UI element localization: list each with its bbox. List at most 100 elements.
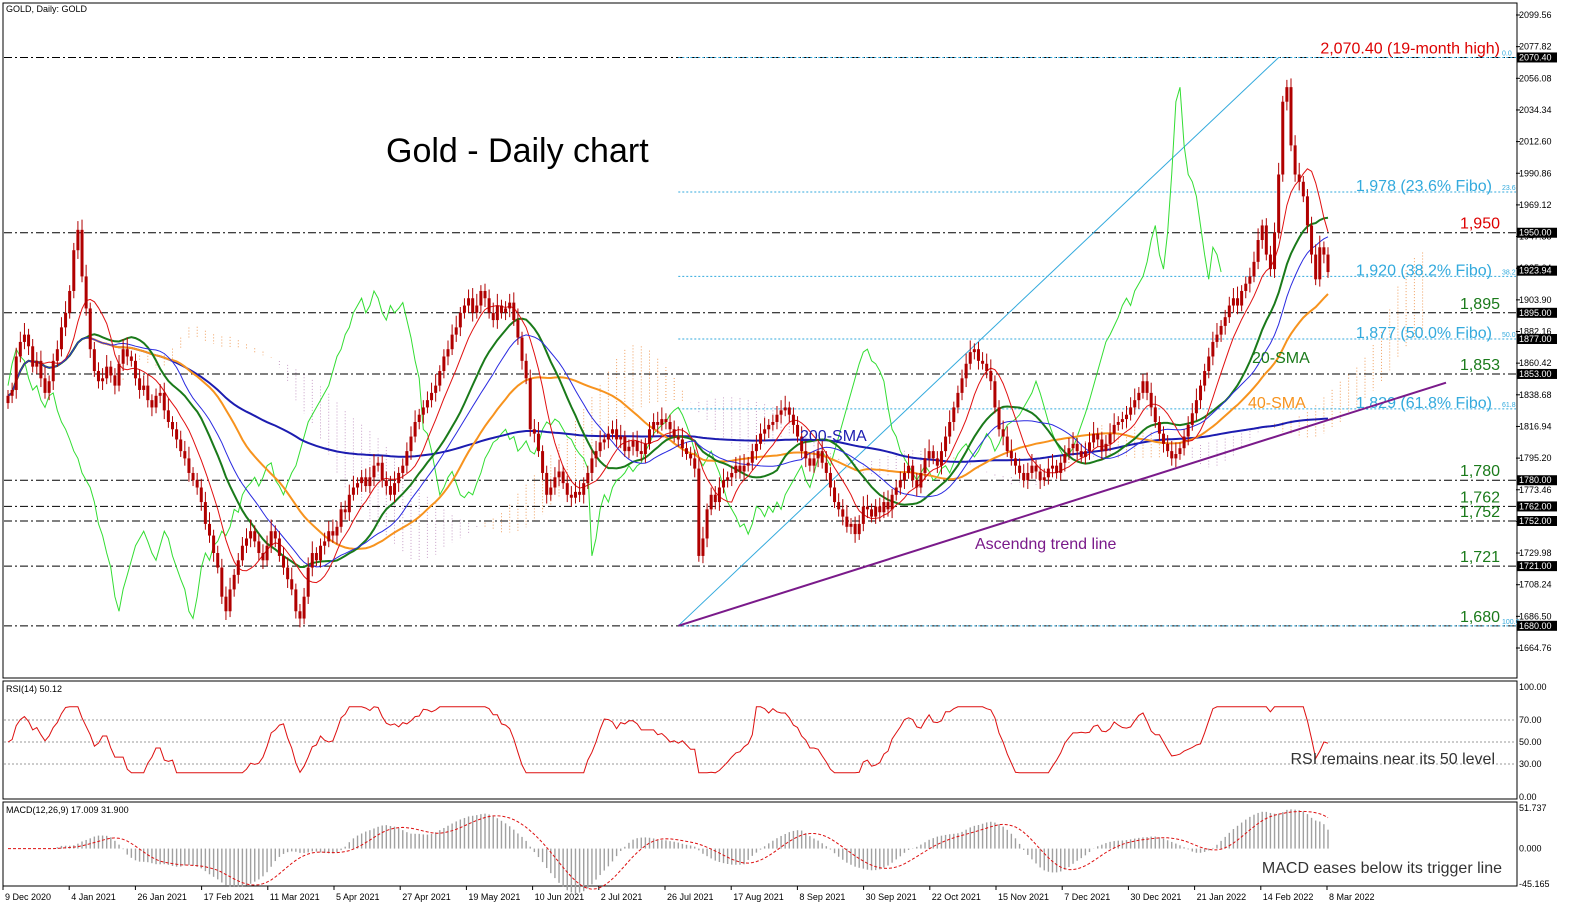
candle-body [331,531,335,536]
candle-body [689,454,693,459]
candle-body [796,424,800,437]
candle-body [923,458,927,473]
price-marker-label: 1680.00 [1519,621,1552,631]
candle-body [1133,400,1137,408]
candle-body [1256,240,1260,262]
candle-body [1092,433,1096,443]
candle-body [380,462,384,481]
candle-body [240,545,244,561]
fibo-label: 1,877 (50.0% Fibo) [1356,325,1492,342]
candle-body [717,487,721,503]
candle-body [1289,87,1293,146]
fibo-ratio: 0.0 [1502,50,1512,57]
candle-body [997,407,1001,430]
candle-body [578,491,582,495]
candle-body [1223,317,1227,326]
candle-body [549,487,553,495]
price-marker-label: 1752.00 [1519,516,1552,526]
candle-body [351,487,355,495]
candle-body [405,451,409,466]
candle-body [14,356,18,390]
candle-body [269,531,273,546]
candle-body [619,436,623,440]
price-marker [1517,307,1557,318]
candle-body [1186,424,1190,437]
date-label: 10 Jun 2021 [535,892,585,902]
candle-body [828,472,832,488]
candle-body [1079,451,1083,457]
candle-body [606,433,610,440]
candle-body [738,465,742,472]
candle-body [853,523,857,535]
candle-body [376,462,380,466]
macd-tick-label: -45.165 [1519,879,1550,889]
candle-body [475,305,479,313]
candle-body [660,419,664,425]
candle-body [754,443,758,452]
candle-body [808,458,812,466]
candle-body [759,433,763,444]
candle-body [1166,443,1170,452]
candle-body [1055,465,1059,473]
candle-body [812,458,816,466]
candle-body [1129,407,1133,415]
date-label: 30 Dec 2021 [1130,892,1181,902]
candle-body [553,477,557,488]
candle-body [1231,298,1235,306]
rsi-header: RSI(14) 50.12 [6,684,62,694]
date-label: 26 Jul 2021 [667,892,714,902]
candle-body [121,349,125,364]
tenkan-line [7,168,1329,584]
candle-body [446,349,450,357]
candle-body [800,436,804,452]
candle-body [216,553,220,568]
candle-body [693,458,697,469]
price-marker-label: 1950.00 [1519,228,1552,238]
candle-body [779,410,783,415]
candle-body [6,395,10,404]
candle-body [68,290,72,313]
candle-body [911,465,915,481]
candle-body [203,502,207,524]
candle-body [1174,454,1178,459]
candle-body [154,395,158,408]
price-tick-label: 1969.12 [1519,200,1552,210]
candle-body [1145,381,1149,393]
candle-body [656,421,660,425]
candle-body [31,346,35,367]
price-marker [1517,475,1557,486]
candle-body [495,305,499,321]
price-axis: 2099.56 2077.82 2056.08 2034.34 2012.60 1990.… [1516,10,1557,653]
chart-title: Gold - Daily chart [386,132,649,170]
candle-body [783,407,787,411]
candle-body [306,567,310,597]
fibo-label: 1,920 (38.2% Fibo) [1356,262,1492,279]
macd-panel-frame [2,801,1518,887]
candle-body [51,360,55,382]
candle-body [364,477,368,487]
indicator-lines [7,87,1329,620]
candle-body [1141,381,1145,393]
candle-body [1162,433,1166,444]
candle-body [277,538,281,556]
candle-body [989,371,993,382]
candle-body [524,360,528,379]
candle-body [1022,472,1026,481]
candle-body [1018,465,1022,473]
candle-body [1211,341,1215,357]
level-label: 1,853 [1460,357,1500,374]
candle-body [286,567,290,580]
candle-body [393,483,397,495]
candle-body [282,555,286,568]
macd-annotation: MACD eases below its trigger line [1262,860,1502,877]
candle-body [1178,448,1182,455]
price-marker-label: 1923.94 [1519,266,1552,276]
candle-body [1182,436,1186,449]
candle-body [1190,413,1194,425]
candle-body [1194,400,1198,414]
candle-body [1277,174,1281,233]
candle-body [55,349,59,361]
candle-body [623,436,627,452]
candle-body [43,378,47,393]
price-marker [1517,265,1557,276]
